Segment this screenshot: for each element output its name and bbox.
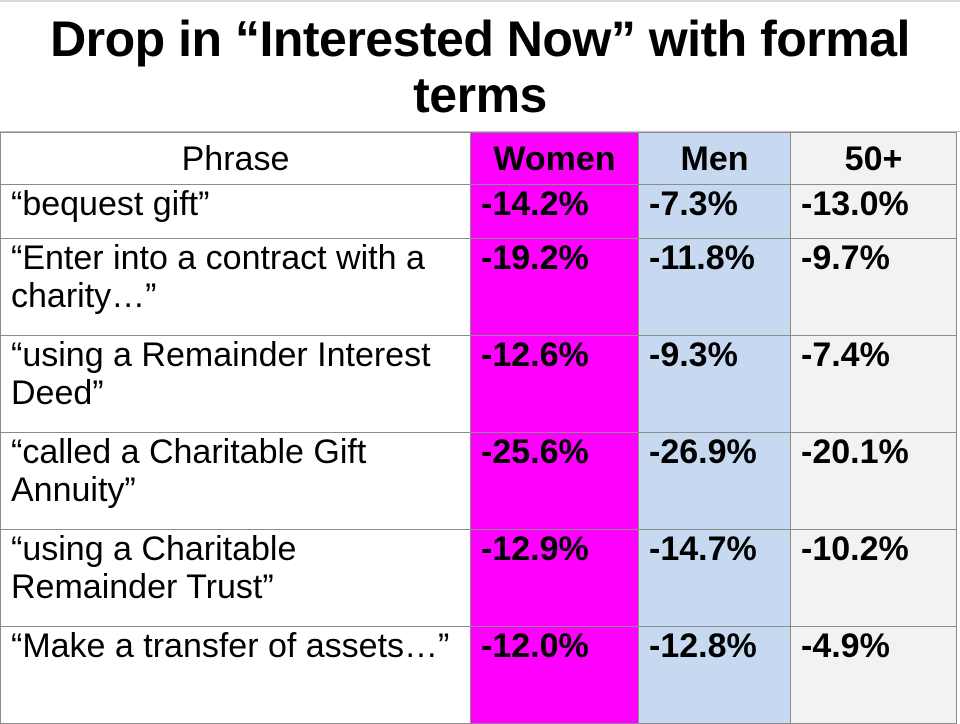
men-value-cell: -7.3% [638,184,791,239]
fifty-plus-value-cell: -13.0% [790,184,957,239]
phrase-cell: “bequest gift” [0,184,471,239]
women-value-cell: -12.0% [470,626,639,724]
header-row: Phrase Women Men 50+ [0,132,957,185]
header-women: Women [470,132,639,185]
fifty-plus-value-cell: -4.9% [790,626,957,724]
women-value-cell: -12.6% [470,335,639,433]
fifty-plus-value-cell: -20.1% [790,432,957,530]
header-phrase: Phrase [0,132,471,185]
slide-title: Drop in “Interested Now” with formal ter… [50,10,910,123]
title-band: Drop in “Interested Now” with formal ter… [0,0,960,132]
women-value-cell: -19.2% [470,238,639,336]
header-fifty-plus: 50+ [790,132,957,185]
fifty-plus-value-cell: -7.4% [790,335,957,433]
table-row: “bequest gift” -14.2% -7.3% -13.0% [0,184,957,239]
phrase-cell: “using a Remainder Interest Deed” [0,335,471,433]
fifty-plus-value-cell: -10.2% [790,529,957,627]
fifty-plus-value-cell: -9.7% [790,238,957,336]
phrase-cell: “Make a transfer of assets…” [0,626,471,724]
header-men: Men [638,132,791,185]
table-row: “called a Charitable Gift Annuity” -25.6… [0,432,957,530]
men-value-cell: -12.8% [638,626,791,724]
table-row: “Enter into a contract with a charity…” … [0,238,957,336]
table-row: “using a Remainder Interest Deed” -12.6%… [0,335,957,433]
results-table: Phrase Women Men 50+ “bequest gift” -14.… [0,132,957,724]
table-row: “Make a transfer of assets…” -12.0% -12.… [0,626,957,724]
table-row: “using a Charitable Remainder Trust” -12… [0,529,957,627]
women-value-cell: -25.6% [470,432,639,530]
women-value-cell: -12.9% [470,529,639,627]
men-value-cell: -9.3% [638,335,791,433]
phrase-cell: “using a Charitable Remainder Trust” [0,529,471,627]
men-value-cell: -26.9% [638,432,791,530]
men-value-cell: -14.7% [638,529,791,627]
phrase-cell: “called a Charitable Gift Annuity” [0,432,471,530]
phrase-cell: “Enter into a contract with a charity…” [0,238,471,336]
men-value-cell: -11.8% [638,238,791,336]
women-value-cell: -14.2% [470,184,639,239]
